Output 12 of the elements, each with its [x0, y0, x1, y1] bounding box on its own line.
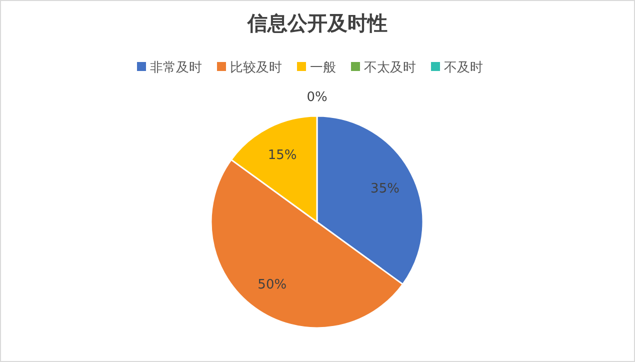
chart-title: 信息公开及时性 [246, 11, 388, 35]
legend-label: 比较及时 [230, 60, 282, 76]
data-label: 50% [258, 278, 287, 293]
slice: 0% [306, 90, 328, 105]
slice: 35% [316, 115, 424, 286]
legend-label: 一般 [310, 60, 336, 76]
legend-label: 不太及时 [364, 60, 416, 76]
data-label: 15% [268, 148, 297, 163]
data-label: 35% [370, 181, 400, 196]
legend-label: 不及时 [444, 60, 483, 76]
legend-label: 非常及时 [150, 60, 202, 76]
slice: 15% [230, 115, 318, 223]
